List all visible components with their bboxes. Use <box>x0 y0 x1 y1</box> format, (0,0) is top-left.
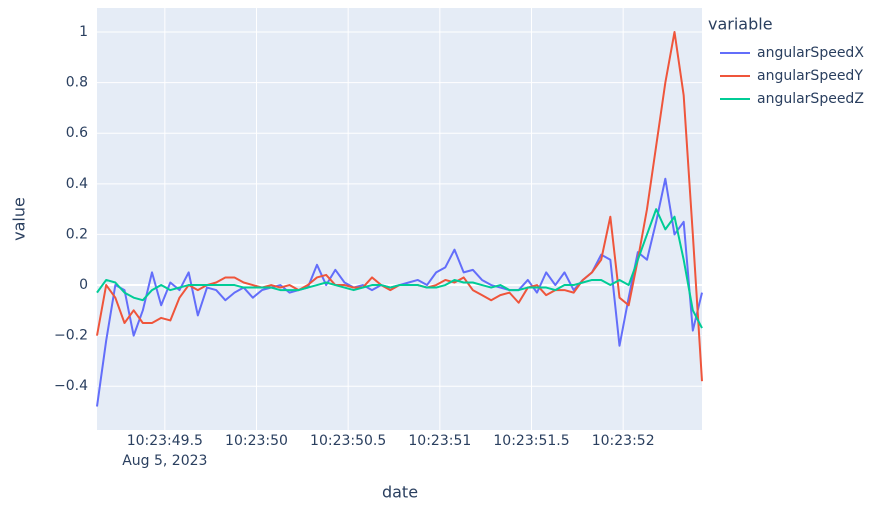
y-tick-label: −0.2 <box>54 328 88 344</box>
y-tick-label: 0.8 <box>66 75 88 91</box>
y-tick-label: 0.2 <box>66 226 88 242</box>
x-tick-label: 10:23:50.5 <box>310 433 386 449</box>
y-axis-title: value <box>10 197 29 241</box>
legend-title: variable <box>708 15 773 34</box>
y-tick-label: 0 <box>79 277 88 293</box>
y-tick-label: 0.4 <box>66 176 88 192</box>
series-line <box>96 208 703 329</box>
x-tick-label: 10:23:49.5 <box>127 433 203 449</box>
plot-area <box>97 8 702 430</box>
legend-label: angularSpeedZ <box>757 91 864 107</box>
legend-label: angularSpeedX <box>757 45 864 61</box>
y-tick-label: 1 <box>79 24 88 40</box>
x-tick-label: 10:23:52 <box>592 433 655 449</box>
x-tick-label: 10:23:51 <box>408 433 471 449</box>
x-tick-label: 10:23:50 <box>225 433 288 449</box>
legend-label: angularSpeedY <box>757 68 863 84</box>
x-axis-title: date <box>382 483 418 502</box>
x-date-label: Aug 5, 2023 <box>122 453 207 469</box>
x-tick-label: 10:23:51.5 <box>493 433 569 449</box>
y-tick-label: 0.6 <box>66 125 88 141</box>
y-tick-label: −0.4 <box>54 378 88 394</box>
